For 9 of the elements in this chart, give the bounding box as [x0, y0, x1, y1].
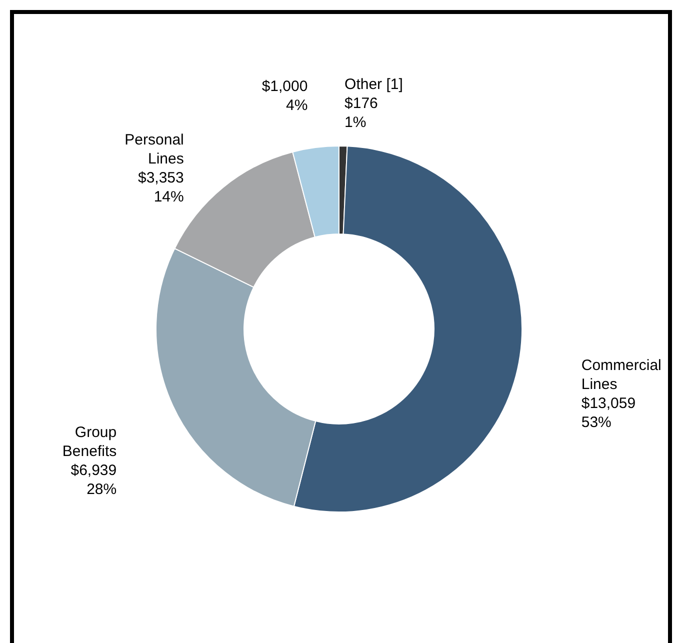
slice-label: Other [1] [344, 76, 403, 94]
data-label: $13,059 53% [581, 394, 636, 431]
slice-label: Personal Lines [124, 131, 184, 168]
data-label: $176 1% [344, 95, 378, 132]
slice-label: Commercial Lines [581, 356, 662, 393]
data-label: $1,000 4% [262, 78, 308, 114]
slice-label: Group Benefits [62, 424, 117, 460]
data-label: $6,939 28% [70, 462, 117, 498]
data-label: $3,353 14% [138, 169, 184, 206]
